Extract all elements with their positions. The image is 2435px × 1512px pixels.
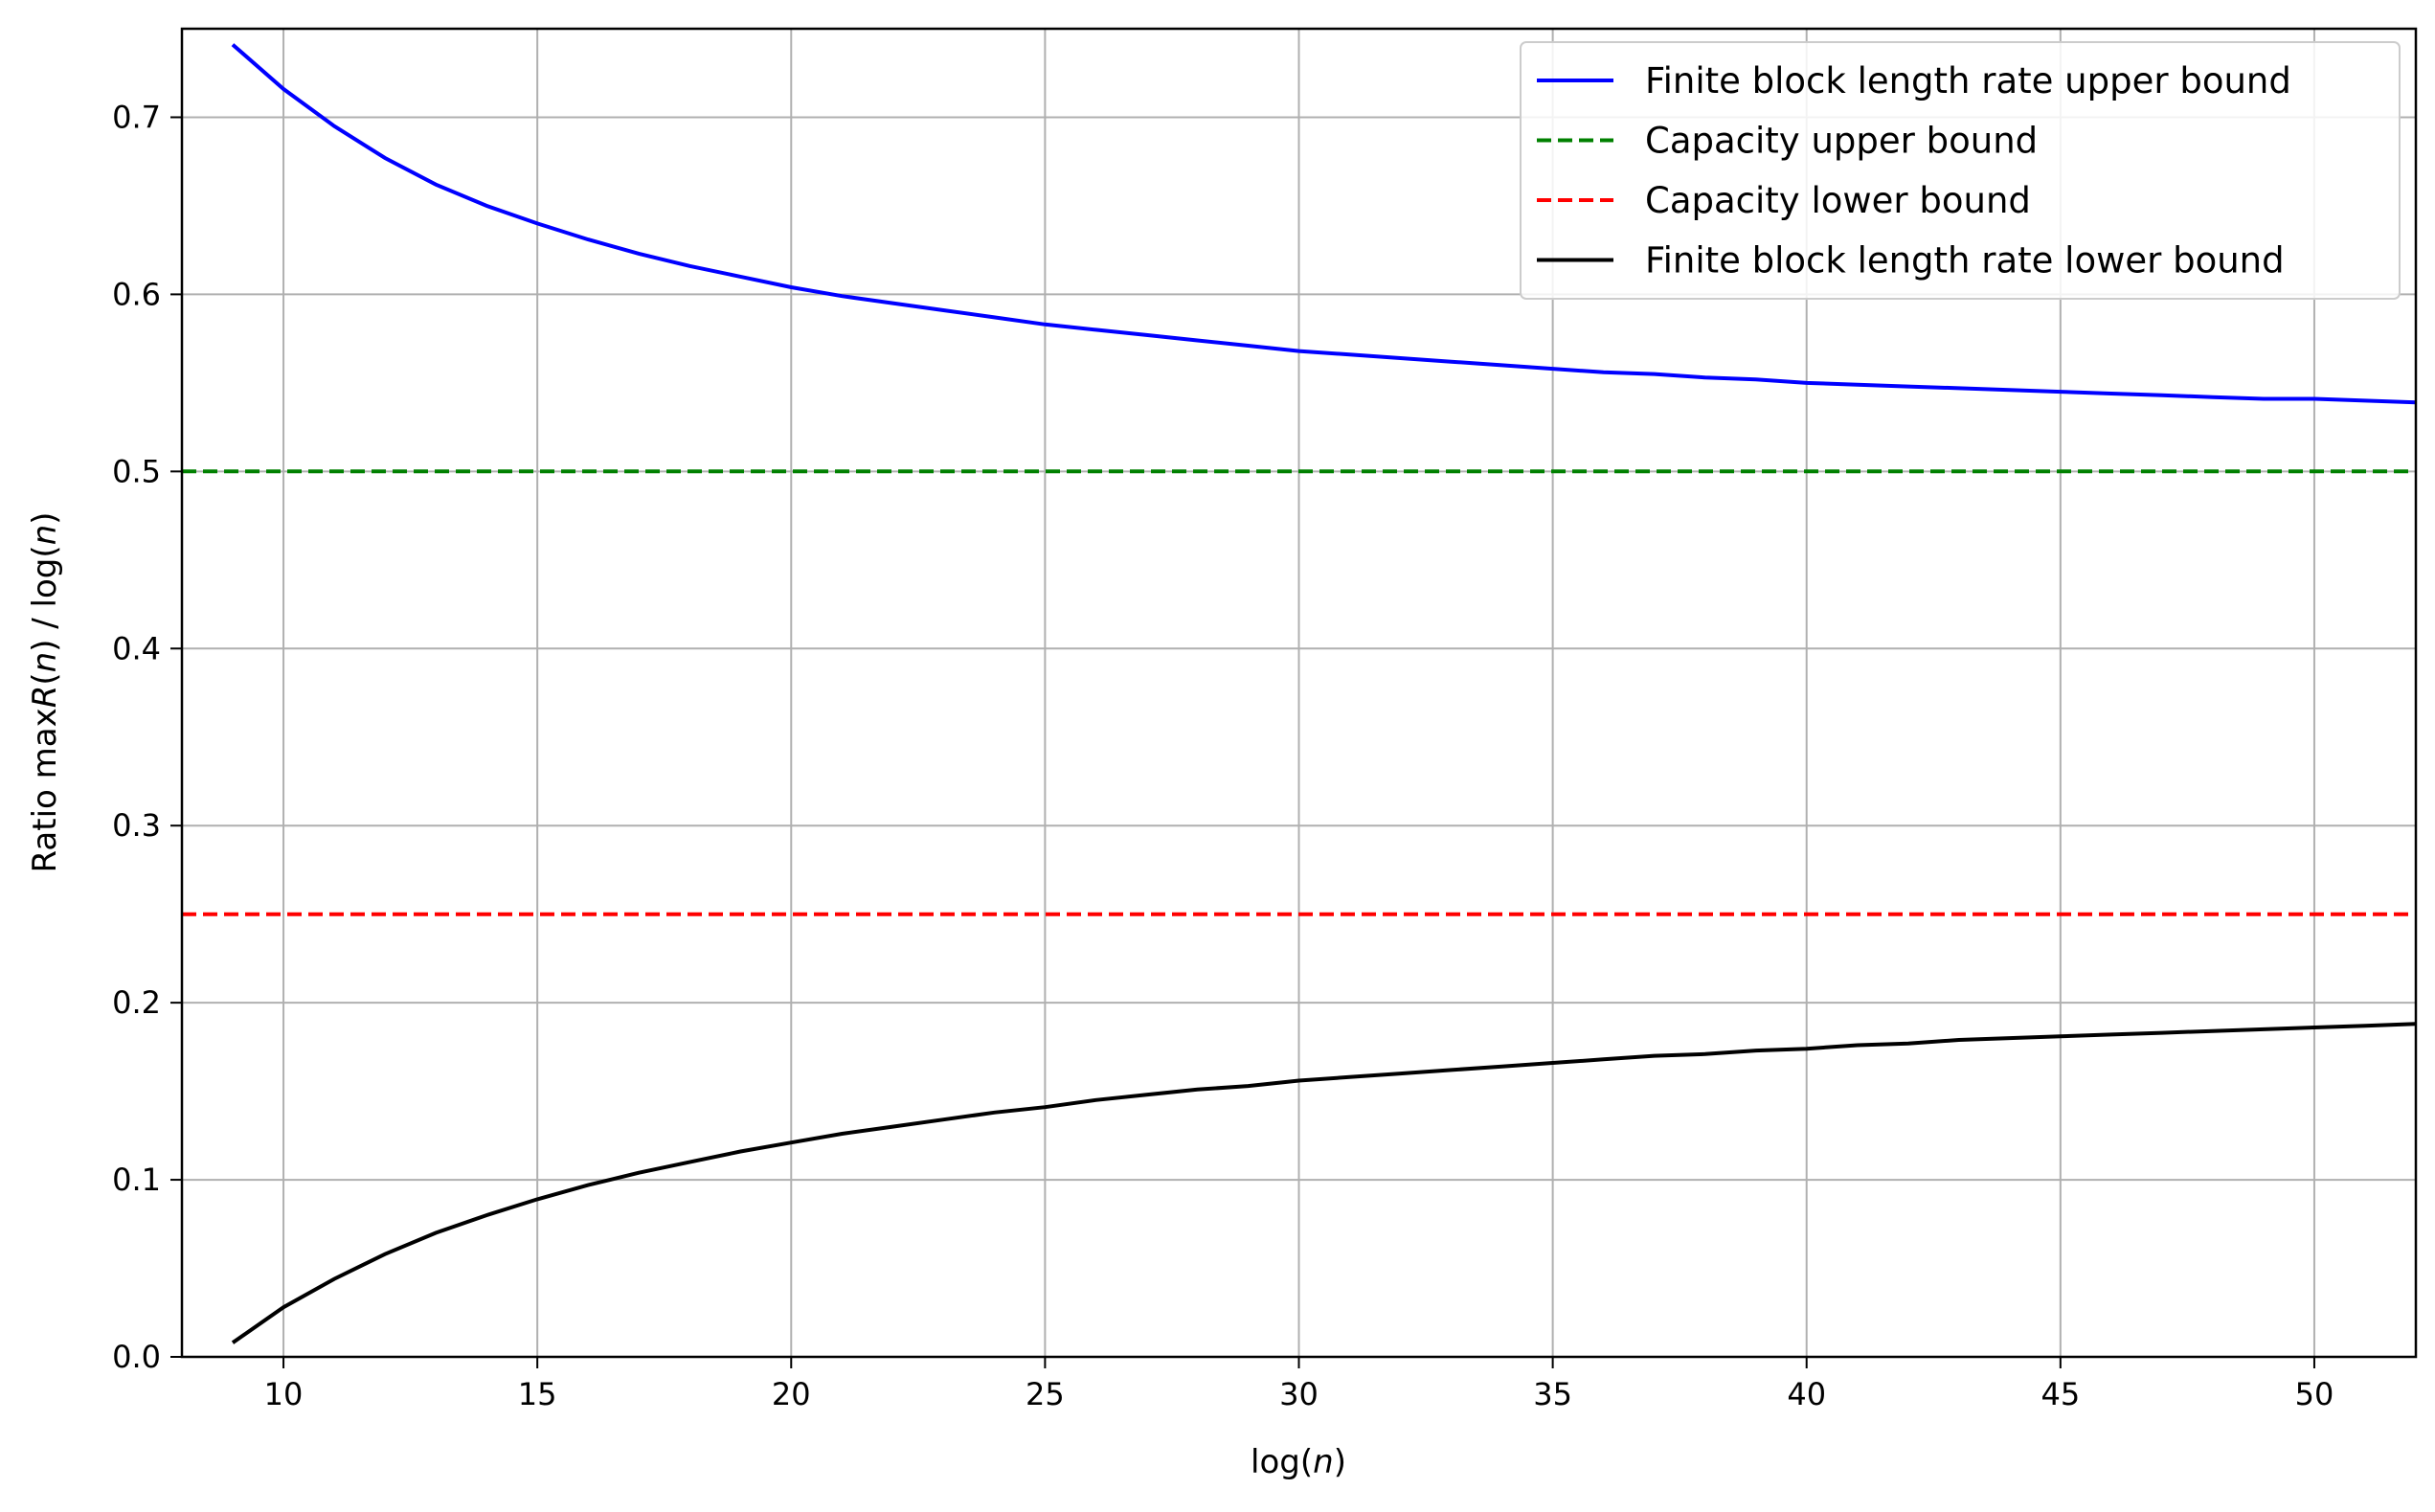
x-tick-label: 10 bbox=[264, 1376, 304, 1412]
series-line-1 bbox=[231, 43, 2416, 405]
y-tick-label: 0.0 bbox=[112, 1339, 161, 1375]
legend-entry-label: Finite block length rate lower bound bbox=[1645, 240, 2285, 282]
x-tick-label: 15 bbox=[518, 1376, 557, 1412]
x-tick-label: 25 bbox=[1026, 1376, 1065, 1412]
y-axis-label: Ratio maxR(n) / log(n) bbox=[26, 512, 64, 873]
x-tick-label: 40 bbox=[1787, 1376, 1826, 1412]
y-tick-label: 0.4 bbox=[112, 630, 161, 666]
series-line-4 bbox=[231, 1022, 2416, 1344]
y-tick-label: 0.6 bbox=[112, 276, 161, 312]
x-tick-label: 20 bbox=[772, 1376, 811, 1412]
y-tick-label: 0.7 bbox=[112, 99, 161, 135]
x-tick-label: 30 bbox=[1279, 1376, 1319, 1412]
legend: Finite block length rate upper bound Capa… bbox=[1520, 41, 2401, 300]
axis-ticks: 10 15 20 25 30 35 40 45 50 0.0 0.1 0.2 0.3 0.4 0.5 0.6 0… bbox=[112, 99, 2334, 1412]
y-tick-label: 0.2 bbox=[112, 984, 161, 1021]
x-tick-label: 45 bbox=[2040, 1376, 2080, 1412]
legend-entry-label: Capacity upper bound bbox=[1645, 121, 2038, 162]
y-tick-label: 0.5 bbox=[112, 453, 161, 489]
x-axis-label: log(n) bbox=[1251, 1443, 1346, 1481]
y-tick-label: 0.1 bbox=[112, 1162, 161, 1198]
x-tick-label: 35 bbox=[1533, 1376, 1572, 1412]
x-tick-label: 50 bbox=[2295, 1376, 2334, 1412]
y-tick-label: 0.3 bbox=[112, 807, 161, 844]
legend-entry-label: Capacity lower bound bbox=[1645, 180, 2031, 221]
plot-series bbox=[182, 43, 2416, 1344]
legend-frame bbox=[1520, 41, 2401, 300]
legend-entry-label: Finite block length rate upper bound bbox=[1645, 60, 2291, 102]
